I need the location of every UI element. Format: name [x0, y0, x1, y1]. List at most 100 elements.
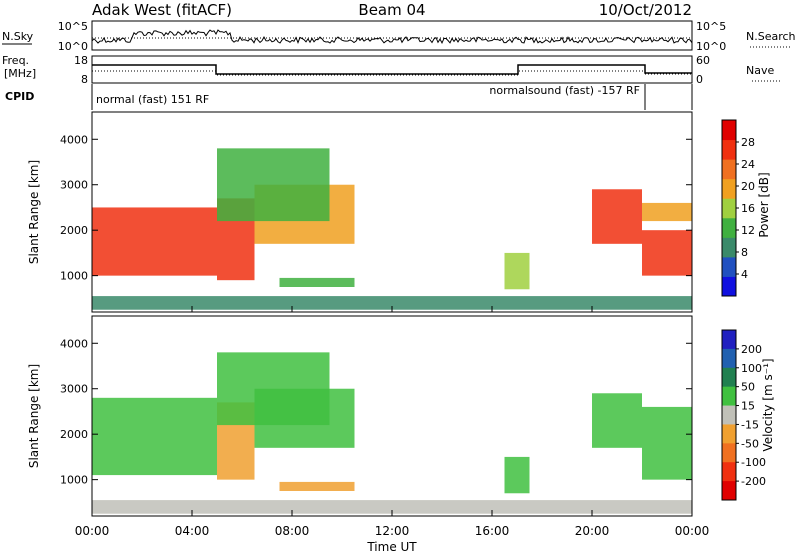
time-axis-label: Time UT	[366, 540, 417, 554]
power-region-4	[279, 277, 355, 287]
velocity-colorbar-swatch-2	[722, 367, 736, 388]
velocity-ytick-label-0: 1000	[60, 474, 88, 487]
power-colorbar: 4 8 12 16 20 24 28	[721, 119, 755, 297]
velocity-ytick-label-2: 3000	[60, 383, 88, 396]
freq-panel-frame	[91, 55, 693, 84]
velocity-region-4	[279, 481, 355, 491]
station-title: Adak West (fitACF)	[92, 1, 232, 19]
nsky-tick-right-bottom: 10^0	[696, 40, 726, 53]
freq-label-line1: Freq.	[2, 54, 29, 67]
velocity-cb-label-1: 100	[741, 362, 762, 375]
power-colorbar-swatch-7	[722, 139, 736, 160]
velocity-cb-label-7: -200	[741, 475, 766, 488]
power-region-6	[592, 189, 642, 244]
velocity-region-7	[642, 406, 692, 480]
power-y-axis: 1000 2000 3000 4000	[60, 133, 692, 283]
nave-label: Nave	[746, 64, 774, 77]
velocity-cb-label-5: -50	[741, 437, 759, 450]
velocity-heatmap	[92, 352, 692, 514]
power-region-7	[642, 230, 692, 276]
power-colorbar-swatch-1	[722, 256, 736, 277]
time-tick-label-0: 00:00	[75, 524, 110, 538]
velocity-colorbar-swatch-3	[722, 386, 736, 407]
power-ytick-label-3: 4000	[60, 133, 88, 146]
velocity-ytick-label-1: 2000	[60, 428, 88, 441]
nsky-trace-line	[91, 29, 693, 45]
power-heatmap	[92, 148, 692, 310]
time-tick-label-6: 00:00	[675, 524, 710, 538]
beam-title: Beam 04	[358, 1, 425, 19]
velocity-region-3	[217, 352, 330, 426]
power-region-5	[504, 252, 530, 290]
nsky-tick-right-top: 10^5	[696, 20, 726, 33]
power-colorbar-swatch-4	[722, 198, 736, 219]
velocity-colorbar-swatch-6	[722, 443, 736, 463]
velocity-colorbar: 200 100 50 15 -15 -50 -100 -200	[721, 329, 766, 501]
power-colorbar-label: Power [dB]	[757, 172, 771, 237]
cpid-mode1: normal (fast) 151 RF	[96, 93, 209, 106]
time-tick-label-1: 04:00	[175, 524, 210, 538]
velocity-y-axis: 1000 2000 3000 4000	[60, 337, 692, 487]
nsky-tick-left-bottom: 10^0	[58, 40, 88, 53]
velocity-colorbar-swatch-7	[722, 462, 736, 482]
time-tick-label-2: 08:00	[275, 524, 310, 538]
time-tick-label-5: 20:00	[575, 524, 610, 538]
velocity-region-8	[92, 500, 692, 514]
time-tick-label-4: 16:00	[475, 524, 510, 538]
power-region-8	[642, 202, 692, 222]
nsky-panel-frame	[91, 20, 693, 51]
velocity-cb-label-4: -15	[741, 418, 759, 431]
nsky-label: N.Sky	[2, 30, 34, 43]
velocity-colorbar-swatch-1	[722, 348, 736, 369]
velocity-colorbar-swatch-5	[722, 424, 736, 444]
nave-tick-top: 60	[696, 54, 710, 67]
velocity-colorbar-swatch-0	[722, 330, 736, 350]
velocity-colorbar-swatch-8	[722, 481, 736, 501]
power-ylabel: Slant Range [km]	[27, 160, 41, 264]
nave-trace	[92, 70, 692, 76]
power-colorbar-swatch-6	[722, 159, 736, 180]
power-ytick-label-1: 2000	[60, 224, 88, 237]
velocity-colorbar-label: Velocity [m s⁻¹]	[761, 358, 775, 451]
power-ytick-label-2: 3000	[60, 179, 88, 192]
power-region-3	[217, 148, 330, 222]
time-axis: 00:00 04:00 08:00 12:00 16:00 20:00 00:00	[75, 306, 710, 538]
power-cb-label-6: 28	[741, 136, 755, 149]
velocity-region-6	[592, 393, 642, 448]
power-region-9	[92, 296, 692, 310]
date-title: 10/Oct/2012	[599, 1, 692, 19]
power-cb-label-2: 12	[741, 224, 755, 237]
cpid-label: CPID	[5, 90, 34, 103]
power-cb-label-1: 8	[741, 246, 748, 259]
freq-tick-top: 18	[74, 54, 88, 67]
cpid-mode2: normalsound (fast) -157 RF	[489, 84, 640, 97]
power-cb-label-3: 16	[741, 202, 755, 215]
velocity-cb-label-0: 200	[741, 343, 762, 356]
power-cb-label-4: 20	[741, 180, 755, 193]
nsky-trace	[91, 29, 693, 45]
power-ytick-label-0: 1000	[60, 270, 88, 283]
freq-label-line2: [MHz]	[4, 67, 36, 80]
power-cb-label-0: 4	[741, 268, 748, 281]
power-colorbar-swatch-3	[722, 217, 736, 238]
velocity-colorbar-swatch-4	[722, 405, 736, 425]
nave-tick-bottom: 0	[696, 73, 703, 86]
power-colorbar-swatch-2	[722, 237, 736, 258]
power-region-0	[92, 207, 217, 276]
power-colorbar-swatch-8	[722, 120, 736, 141]
velocity-ytick-label-3: 4000	[60, 337, 88, 350]
velocity-region-5	[504, 456, 530, 494]
freq-trace	[92, 64, 692, 75]
nsearch-label: N.Search	[746, 30, 796, 43]
velocity-region-0	[92, 397, 217, 476]
velocity-cb-label-2: 50	[741, 381, 755, 394]
velocity-colorbar-frame	[721, 329, 737, 501]
power-colorbar-swatch-0	[722, 276, 736, 297]
freq-tick-bottom: 8	[81, 73, 88, 86]
power-colorbar-swatch-5	[722, 178, 736, 199]
nsky-tick-left-top: 10^5	[58, 20, 88, 33]
time-tick-label-3: 12:00	[375, 524, 410, 538]
velocity-ylabel: Slant Range [km]	[27, 364, 41, 468]
velocity-cb-label-3: 15	[741, 400, 755, 413]
